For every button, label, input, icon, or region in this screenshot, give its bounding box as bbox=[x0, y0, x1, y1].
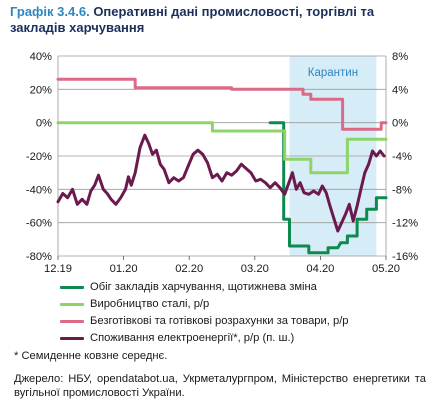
right-tick-label: -12% bbox=[392, 218, 418, 230]
legend: Обіг закладів харчування, щотижнева змін… bbox=[60, 279, 432, 347]
legend-item: Обіг закладів харчування, щотижнева змін… bbox=[60, 279, 432, 296]
series-line-3 bbox=[56, 77, 388, 131]
chart: Карантин 40% 8% 20% 4% 0% 0% -20% -4% -40% -8% -60%… bbox=[26, 51, 418, 275]
left-tick-label: -60% bbox=[26, 218, 52, 230]
figure-title-text: Оперативні дані промисловості, торгівлі … bbox=[10, 4, 375, 35]
left-tick-label: -20% bbox=[26, 151, 52, 163]
x-tick-label: 04.20 bbox=[306, 263, 334, 275]
footnote: * Семиденне ковзне середнє. bbox=[14, 350, 168, 362]
figure-title: Графік 3.4.6. Оперативні дані промислово… bbox=[10, 4, 428, 36]
legend-item: Виробництво сталі, р/р bbox=[60, 296, 432, 313]
left-tick-label: -40% bbox=[26, 184, 52, 196]
legend-label: Споживання електроенергії*, р/р (п. ш.) bbox=[90, 332, 295, 344]
left-tick-label: 20% bbox=[30, 84, 52, 96]
right-tick-label: -4% bbox=[392, 151, 412, 163]
figure-number: Графік 3.4.6. bbox=[10, 4, 90, 19]
legend-swatch bbox=[60, 286, 84, 289]
series-line-1 bbox=[268, 121, 388, 255]
left-tick-label: -80% bbox=[26, 251, 52, 263]
legend-label: Виробництво сталі, р/р bbox=[90, 298, 210, 310]
legend-swatch bbox=[60, 320, 84, 323]
x-tick-label: 12.19 bbox=[44, 263, 72, 275]
legend-swatch bbox=[60, 337, 84, 340]
x-tick-label: 05.20 bbox=[372, 263, 400, 275]
left-tick-label: 0% bbox=[36, 118, 52, 130]
series-line-2 bbox=[56, 121, 388, 175]
right-tick-label: 4% bbox=[392, 84, 408, 96]
source-note: Джерело: НБУ, opendatabot.ua, Укрметалур… bbox=[14, 373, 426, 399]
right-tick-label: -8% bbox=[392, 184, 412, 196]
legend-swatch bbox=[60, 303, 84, 306]
right-tick-label: -16% bbox=[392, 251, 418, 263]
quarantine-label: Карантин bbox=[308, 67, 358, 79]
legend-label: Обіг закладів харчування, щотижнева змін… bbox=[90, 281, 317, 293]
legend-item: Безготівкові та готівкові розрахунки за … bbox=[60, 313, 432, 330]
right-tick-label: 8% bbox=[392, 51, 408, 63]
series-line-4 bbox=[56, 133, 386, 233]
x-tick-label: 01.20 bbox=[110, 263, 138, 275]
legend-label: Безготівкові та готівкові розрахунки за … bbox=[90, 315, 349, 327]
x-tick-label: 03.20 bbox=[241, 263, 269, 275]
x-tick-label: 02.20 bbox=[175, 263, 203, 275]
legend-item: Споживання електроенергії*, р/р (п. ш.) bbox=[60, 330, 432, 347]
right-tick-label: 0% bbox=[392, 118, 408, 130]
left-tick-label: 40% bbox=[30, 51, 52, 63]
